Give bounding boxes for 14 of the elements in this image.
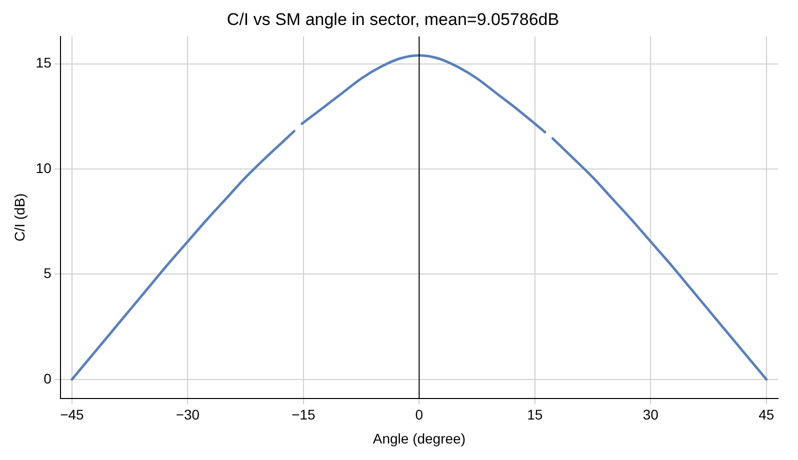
x-tick-label: 30 [642,406,659,423]
x-axis-title: Angle (degree) [372,430,466,446]
x-tick-label: −30 [176,406,200,423]
x-tick-label: −45 [60,406,84,423]
y-tick-label: 5 [44,265,52,282]
x-tick-label: 15 [527,406,543,423]
y-axis-title: C/I (dB) [11,193,28,242]
y-tick-label: 0 [44,370,52,386]
chart-title: C/I vs SM angle in sector, mean=9.05786dB [226,10,560,29]
x-tick-label: −15 [292,406,316,423]
y-tick-label: 10 [36,160,52,176]
x-tick-label: 0 [415,406,424,423]
x-tick-label: 45 [758,406,774,423]
y-tick-label: 15 [36,54,52,71]
